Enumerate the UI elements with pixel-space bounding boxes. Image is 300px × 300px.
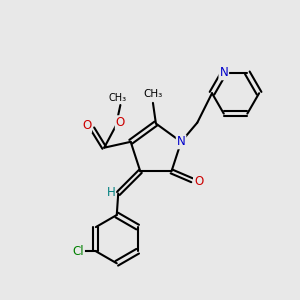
Text: N: N — [219, 66, 228, 79]
Text: H: H — [106, 186, 115, 199]
Text: O: O — [194, 175, 203, 188]
Text: CH₃: CH₃ — [108, 93, 127, 103]
Text: CH₃: CH₃ — [143, 89, 163, 99]
Text: N: N — [177, 135, 185, 148]
Text: O: O — [82, 119, 91, 132]
Text: O: O — [116, 116, 125, 129]
Text: Cl: Cl — [72, 245, 84, 258]
